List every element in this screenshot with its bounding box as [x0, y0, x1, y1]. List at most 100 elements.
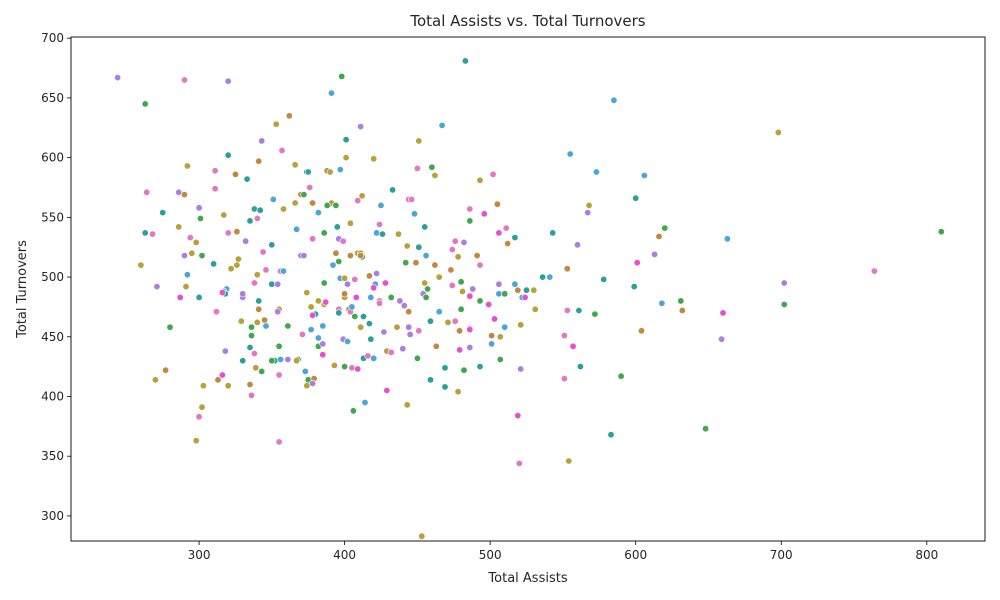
- data-point: [937, 228, 945, 236]
- data-point: [314, 334, 322, 342]
- data-point: [332, 201, 340, 209]
- data-point: [466, 326, 474, 334]
- data-point: [261, 316, 269, 324]
- data-point: [514, 412, 522, 420]
- data-point: [210, 260, 218, 268]
- y-tick-label: 500: [41, 270, 64, 284]
- data-point: [278, 147, 286, 155]
- data-point: [233, 261, 241, 269]
- chart-title: Total Assists vs. Total Turnovers: [409, 12, 645, 30]
- data-point: [488, 340, 496, 348]
- data-point: [354, 365, 362, 373]
- data-point: [330, 361, 338, 369]
- data-point: [250, 279, 258, 287]
- data-point: [211, 185, 219, 193]
- data-point: [566, 150, 574, 158]
- data-point: [365, 272, 373, 280]
- data-point: [458, 287, 466, 295]
- data-point: [268, 357, 276, 365]
- data-point: [405, 308, 413, 316]
- data-point: [469, 285, 477, 293]
- data-point: [451, 317, 459, 325]
- data-point: [495, 290, 503, 298]
- data-point: [514, 286, 522, 294]
- data-point: [256, 206, 264, 214]
- data-point: [233, 228, 241, 236]
- data-point: [560, 375, 568, 383]
- data-point: [284, 355, 292, 363]
- data-point: [361, 398, 369, 406]
- data-point: [255, 157, 263, 165]
- data-point: [400, 302, 408, 310]
- data-point: [431, 172, 439, 180]
- data-point: [584, 209, 592, 217]
- data-point: [496, 333, 504, 341]
- data-point: [394, 230, 402, 238]
- plot-frame: [70, 36, 986, 542]
- data-point: [387, 293, 395, 301]
- data-point: [565, 457, 573, 465]
- data-point: [319, 340, 327, 348]
- data-point: [339, 237, 347, 245]
- data-point: [343, 280, 351, 288]
- data-point: [341, 274, 349, 282]
- data-point: [268, 280, 276, 288]
- data-point: [610, 96, 618, 104]
- data-point: [466, 217, 474, 225]
- data-point: [456, 327, 464, 335]
- data-point: [262, 266, 270, 274]
- data-point: [422, 293, 430, 301]
- data-point: [239, 290, 247, 298]
- data-point: [370, 284, 378, 292]
- data-point: [320, 229, 328, 237]
- data-point: [198, 403, 206, 411]
- y-tick-label: 700: [41, 31, 64, 45]
- data-point: [522, 286, 530, 294]
- data-point: [149, 230, 157, 238]
- data-point: [485, 300, 493, 308]
- data-point: [175, 223, 183, 231]
- data-point: [323, 201, 331, 209]
- data-point: [630, 283, 638, 291]
- data-point: [114, 74, 122, 82]
- data-point: [365, 320, 373, 328]
- data-point: [502, 224, 510, 232]
- data-point: [279, 205, 287, 213]
- data-point: [415, 327, 423, 335]
- data-point: [346, 219, 354, 227]
- data-point: [341, 363, 349, 371]
- data-point: [457, 278, 465, 286]
- data-point: [255, 305, 263, 313]
- data-point: [780, 300, 788, 308]
- data-point: [530, 286, 538, 294]
- data-point: [719, 309, 727, 317]
- data-point: [375, 221, 383, 229]
- data-point: [354, 197, 362, 205]
- data-point: [702, 425, 710, 433]
- data-point: [426, 376, 434, 384]
- data-point: [303, 289, 311, 297]
- data-point: [198, 252, 206, 260]
- data-point: [307, 326, 315, 334]
- data-point: [396, 297, 404, 305]
- data-point: [370, 354, 378, 362]
- data-point: [320, 279, 328, 287]
- data-point: [412, 259, 420, 267]
- data-point: [176, 293, 184, 301]
- data-point: [403, 242, 411, 250]
- data-point: [181, 191, 189, 199]
- data-point: [476, 176, 484, 184]
- data-point: [377, 201, 385, 209]
- data-point: [373, 269, 381, 277]
- data-point: [250, 205, 258, 213]
- data-point: [357, 252, 365, 260]
- data-point: [569, 342, 577, 350]
- data-point: [431, 261, 439, 269]
- data-point: [517, 321, 525, 329]
- data-point: [370, 155, 378, 163]
- data-point: [258, 367, 266, 375]
- data-point: [291, 161, 299, 169]
- data-point: [237, 317, 245, 325]
- data-point: [585, 201, 593, 209]
- data-point: [293, 357, 301, 365]
